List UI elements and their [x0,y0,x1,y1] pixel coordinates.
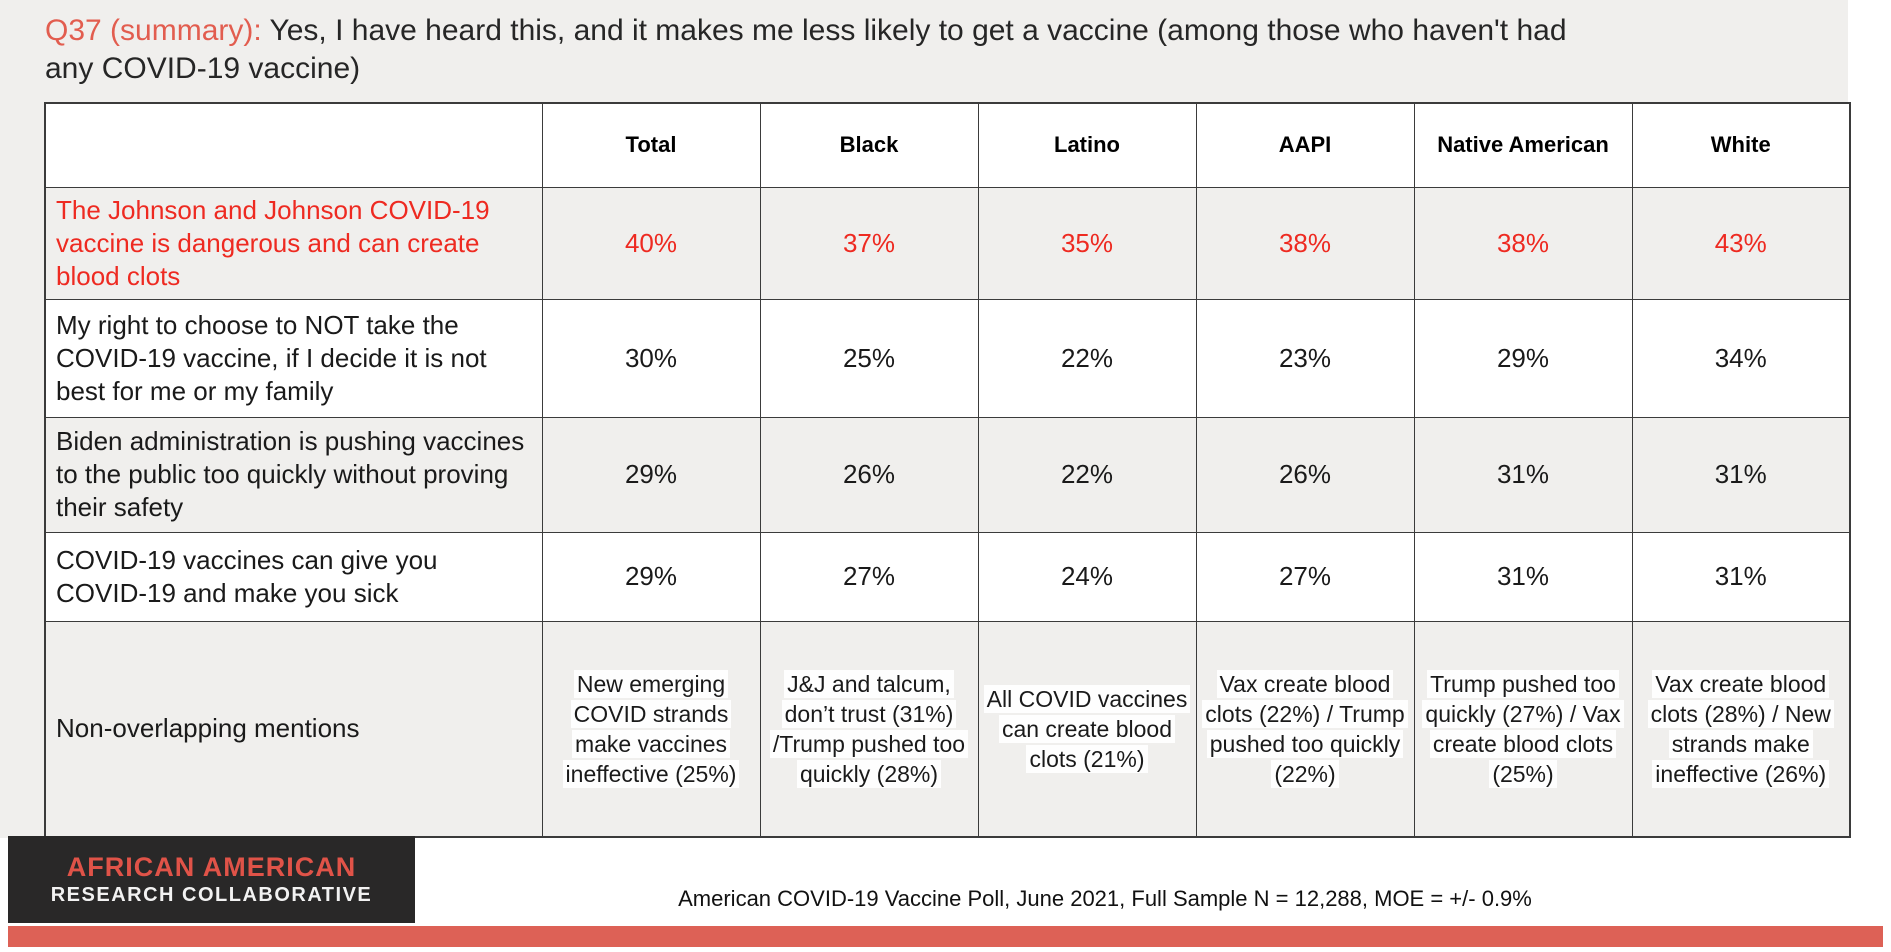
row-label-cell: Non-overlapping mentions [44,620,543,838]
bottom-accent-bar [8,926,1883,947]
organization-logo: AFRICAN AMERICAN RESEARCH COLLABORATIVE [8,836,415,923]
question-number-label: Q37 (summary): [45,14,262,47]
mention-text: Vax create blood clots (28%) / New stran… [1647,669,1834,788]
question-title-text: Yes, I have heard this, and it makes me … [45,14,1567,85]
column-header-white: White [1631,102,1851,188]
column-header-latino: Latino [977,102,1197,188]
value-cell: 27% [1195,531,1415,622]
value-cell: 26% [1195,416,1415,533]
value-cell: 35% [977,186,1197,300]
column-header-black: Black [759,102,979,188]
column-header-total: Total [541,102,761,188]
value-cell: 30% [541,298,761,418]
source-citation: American COVID-19 Vaccine Poll, June 202… [678,886,1532,911]
page-title: Q37 (summary): Yes, I have heard this, a… [45,12,1605,88]
mention-cell: All COVID vaccines can create blood clot… [977,620,1197,838]
column-header-native-american: Native American [1413,102,1633,188]
value-cell: 29% [541,531,761,622]
value-cell: 31% [1631,416,1851,533]
mention-cell: Vax create blood clots (22%) / Trump pus… [1195,620,1415,838]
value-cell: 31% [1413,416,1633,533]
mention-text: J&J and talcum, don’t trust (31%) /Trump… [769,669,969,788]
table-row: The Johnson and Johnson COVID-19 vaccine… [44,186,1851,300]
mention-text: Trump pushed too quickly (27%) / Vax cre… [1422,669,1624,788]
value-cell: 23% [1195,298,1415,418]
value-cell: 26% [759,416,979,533]
mention-cell: Trump pushed too quickly (27%) / Vax cre… [1413,620,1633,838]
value-cell: 37% [759,186,979,300]
value-cell: 25% [759,298,979,418]
mention-text: New emerging COVID strands make vaccines… [562,669,740,788]
mention-text: Vax create blood clots (22%) / Trump pus… [1202,669,1408,788]
value-cell: 29% [541,416,761,533]
table-header-row: Total Black Latino AAPI Native American … [44,102,1851,188]
mention-cell: J&J and talcum, don’t trust (31%) /Trump… [759,620,979,838]
logo-line-2: RESEARCH COLLABORATIVE [50,884,373,906]
value-cell: 34% [1631,298,1851,418]
mention-text: All COVID vaccines can create blood clot… [983,684,1191,773]
results-table: Total Black Latino AAPI Native American … [44,102,1851,838]
value-cell: 31% [1631,531,1851,622]
value-cell: 43% [1631,186,1851,300]
value-cell: 22% [977,416,1197,533]
value-cell: 27% [759,531,979,622]
value-cell: 38% [1413,186,1633,300]
row-label-cell: The Johnson and Johnson COVID-19 vaccine… [44,186,543,300]
value-cell: 40% [541,186,761,300]
table-row: Biden administration is pushing vaccines… [44,416,1851,533]
corner-cell [44,102,543,188]
column-header-aapi: AAPI [1195,102,1415,188]
table-row: COVID-19 vaccines can give you COVID-19 … [44,531,1851,622]
mention-cell: New emerging COVID strands make vaccines… [541,620,761,838]
row-label-cell: My right to choose to NOT take the COVID… [44,298,543,418]
value-cell: 29% [1413,298,1633,418]
row-label-cell: COVID-19 vaccines can give you COVID-19 … [44,531,543,622]
row-label-cell: Biden administration is pushing vaccines… [44,416,543,533]
table-row: My right to choose to NOT take the COVID… [44,298,1851,418]
value-cell: 22% [977,298,1197,418]
logo-line-1: AFRICAN AMERICAN [66,852,357,882]
value-cell: 31% [1413,531,1633,622]
value-cell: 24% [977,531,1197,622]
table-row: Non-overlapping mentions New emerging CO… [44,620,1851,838]
value-cell: 38% [1195,186,1415,300]
mention-cell: Vax create blood clots (28%) / New stran… [1631,620,1851,838]
